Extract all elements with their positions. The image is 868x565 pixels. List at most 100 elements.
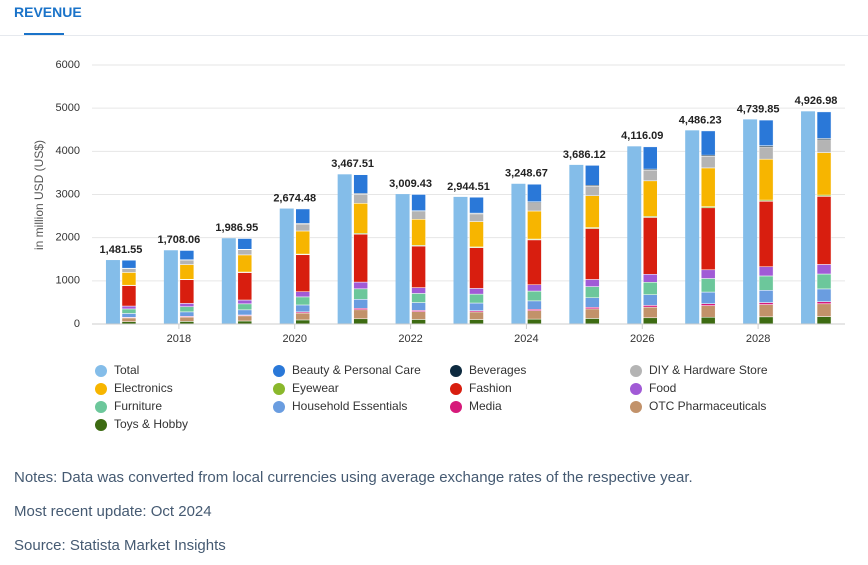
legend-label[interactable]: Furniture xyxy=(114,399,162,413)
note: Source: Statista Market Insights xyxy=(14,537,226,554)
total-bar xyxy=(453,196,468,324)
stack-segment xyxy=(527,284,542,292)
legend-label[interactable]: Fashion xyxy=(469,381,512,395)
y-tick-label: 1000 xyxy=(56,275,80,287)
value-label: 4,116.09 xyxy=(621,130,663,142)
stack-segment xyxy=(237,299,253,305)
stack-segment xyxy=(527,290,542,302)
stack-segment xyxy=(700,207,716,271)
stack-segment xyxy=(179,264,195,280)
legend-label[interactable]: Eyewear xyxy=(292,381,339,395)
stack-segment xyxy=(758,266,774,277)
stack-segment xyxy=(411,293,426,303)
stack-segment xyxy=(295,230,310,255)
stack-segment xyxy=(527,310,542,320)
y-tick-label: 5000 xyxy=(56,102,80,114)
y-tick-label: 4000 xyxy=(56,145,80,157)
stack-segment xyxy=(237,303,253,311)
value-label: 4,739.85 xyxy=(737,103,780,115)
y-axis-label: in million USD (US$) xyxy=(32,140,46,250)
tab[interactable]: REVENUE xyxy=(14,4,82,20)
legend-label[interactable]: Media xyxy=(469,399,502,413)
stack-segment xyxy=(353,299,368,309)
stack-segment xyxy=(179,259,195,265)
value-label: 4,926.98 xyxy=(795,95,838,107)
stack-segment xyxy=(469,213,484,222)
value-label: 1,708.06 xyxy=(157,234,200,246)
legend-swatch xyxy=(630,401,642,413)
stack-segment xyxy=(527,300,542,310)
stack-segment xyxy=(295,291,310,298)
stack-segment xyxy=(469,319,484,325)
stack-segment xyxy=(179,303,195,307)
stack-segment xyxy=(700,156,716,169)
legend-label[interactable]: Beverages xyxy=(469,363,526,377)
stack-segment xyxy=(121,305,137,310)
value-label: 1,481.55 xyxy=(100,244,143,256)
stack-segment xyxy=(411,311,426,320)
legend-swatch xyxy=(273,383,285,395)
stack-segment xyxy=(411,211,426,220)
value-label: 2,944.51 xyxy=(447,181,490,193)
stack-segment xyxy=(411,287,426,294)
stack-segment xyxy=(237,272,253,301)
stack-segment xyxy=(527,318,542,325)
total-bar xyxy=(743,119,758,324)
legend-label[interactable]: Total xyxy=(114,363,139,377)
legend-label[interactable]: DIY & Hardware Store xyxy=(649,363,768,377)
value-label: 1,986.95 xyxy=(215,222,258,234)
stack-segment xyxy=(469,311,484,320)
stack-segment xyxy=(585,165,600,186)
legend-label[interactable]: Electronics xyxy=(114,381,173,395)
stack-segment xyxy=(353,174,368,194)
stack-segment xyxy=(643,169,658,182)
legend-label[interactable]: OTC Pharmaceuticals xyxy=(649,399,766,413)
stack-segment xyxy=(816,111,832,139)
stack-segment xyxy=(585,297,600,308)
legend-label[interactable]: Household Essentials xyxy=(292,399,407,413)
stack-segment xyxy=(469,302,484,311)
stack-segment xyxy=(121,313,137,318)
legend-swatch xyxy=(95,401,107,413)
value-label: 4,486.23 xyxy=(679,114,722,126)
total-bar xyxy=(337,174,352,324)
total-bar xyxy=(221,238,236,324)
stack-segment xyxy=(758,158,774,201)
stack-segment xyxy=(353,194,368,204)
stack-segment xyxy=(295,319,310,325)
legend-swatch xyxy=(450,383,462,395)
stack-segment xyxy=(121,285,137,307)
stack-segment xyxy=(585,318,600,325)
stack-segment xyxy=(816,152,832,196)
stack-segment xyxy=(700,167,716,207)
legend-label[interactable]: Beauty & Personal Care xyxy=(292,363,421,377)
stack-segment xyxy=(411,302,426,311)
stack-segment xyxy=(816,288,832,302)
legend-label[interactable]: Food xyxy=(649,381,676,395)
stack-segment xyxy=(643,274,658,283)
divider xyxy=(0,35,868,36)
stack-segment xyxy=(816,303,832,317)
note: Most recent update: Oct 2024 xyxy=(14,503,212,520)
stack-segment xyxy=(816,196,832,265)
stack-segment xyxy=(585,185,600,197)
legend-swatch xyxy=(630,383,642,395)
y-tick-label: 6000 xyxy=(56,59,80,71)
total-bar xyxy=(801,111,816,324)
stack-segment xyxy=(179,316,195,322)
stack-segment xyxy=(179,311,195,317)
stack-segment xyxy=(469,221,484,248)
stack-segment xyxy=(411,245,426,288)
value-label: 3,009.43 xyxy=(389,178,432,190)
stack-segment xyxy=(469,288,484,295)
y-tick-label: 2000 xyxy=(56,232,80,244)
total-bar xyxy=(105,260,120,324)
stack-segment xyxy=(179,306,195,313)
stack-segment xyxy=(121,308,137,314)
stack-segment xyxy=(816,264,832,275)
stack-segment xyxy=(816,316,832,325)
total-bar xyxy=(163,250,178,324)
legend-label[interactable]: Toys & Hobby xyxy=(114,417,188,431)
stack-segment xyxy=(700,130,716,156)
